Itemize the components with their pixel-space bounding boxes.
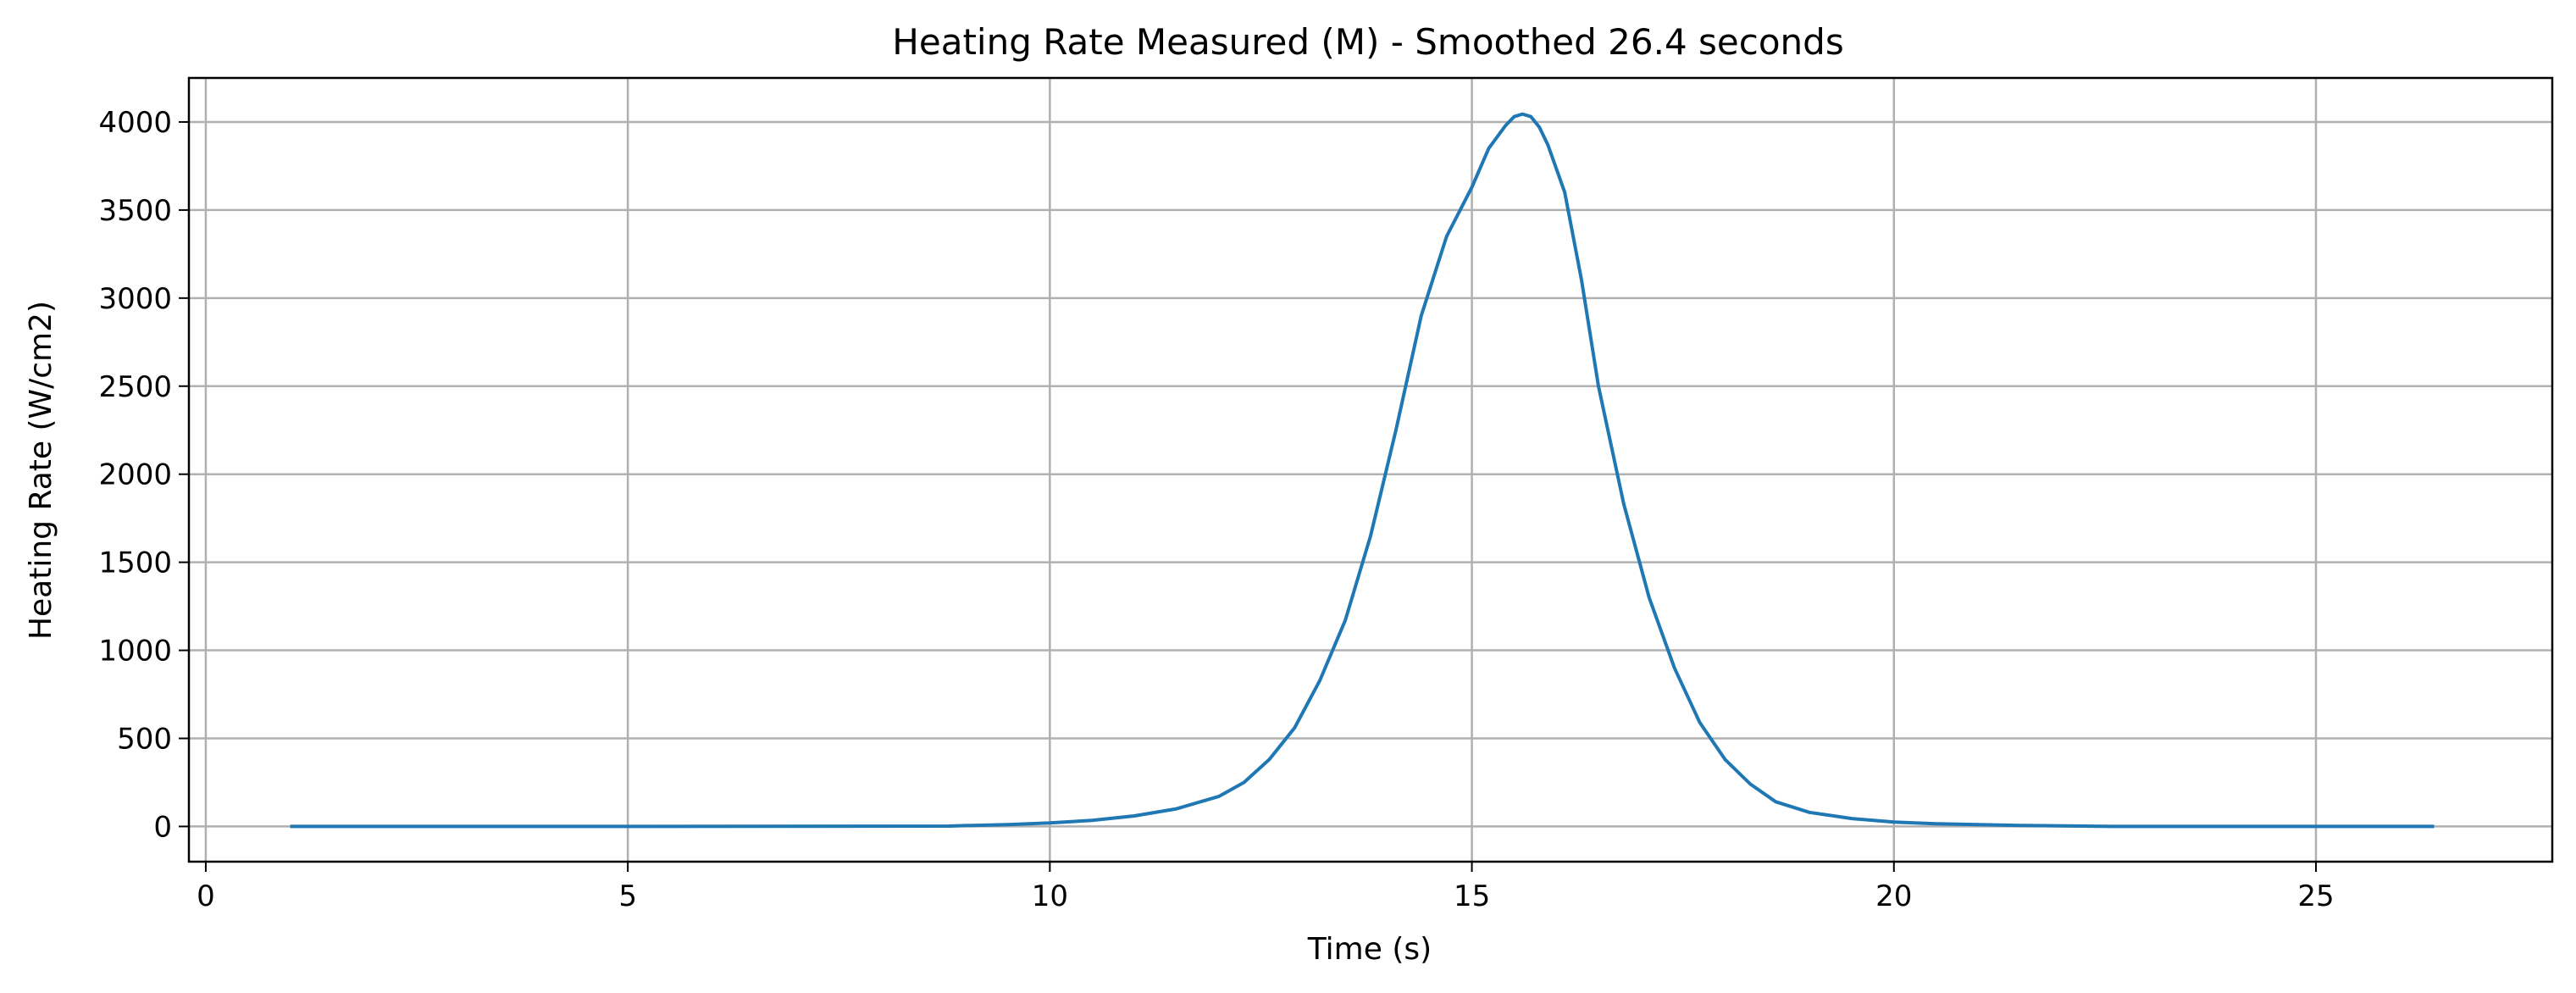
heating-rate-line [290, 112, 2435, 829]
y-tick-label: 2000 [98, 458, 172, 492]
y-tick-label: 3500 [98, 194, 172, 228]
y-tick-label: 0 [153, 810, 172, 844]
x-tick-label: 25 [2297, 879, 2334, 913]
y-tick-label: 1000 [98, 635, 172, 668]
x-tick-label: 10 [1032, 879, 1068, 913]
x-tick-label: 15 [1454, 879, 1490, 913]
y-tick-label: 1500 [98, 546, 172, 580]
x-axis-label: Time (s) [1307, 932, 1432, 967]
y-tick-label: 500 [117, 722, 172, 756]
grid-lines [189, 78, 2552, 862]
y-tick-label: 3000 [98, 282, 172, 316]
plot-frame [187, 76, 2554, 863]
x-tick-label: 20 [1875, 879, 1912, 913]
y-tick-label: 2500 [98, 370, 172, 404]
x-tick-label: 5 [618, 879, 637, 913]
y-tick-label: 4000 [98, 106, 172, 140]
axis-ticks: 0 5 10 15 20 25 0 500 1000 1500 2000 2500 3000 3500 40… [98, 106, 2334, 913]
y-axis-label: Heating Rate (W/cm2) [24, 301, 58, 640]
x-tick-label: 0 [197, 879, 215, 913]
chart-title: Heating Rate Measured (M) - Smoothed 26.… [892, 21, 1843, 63]
